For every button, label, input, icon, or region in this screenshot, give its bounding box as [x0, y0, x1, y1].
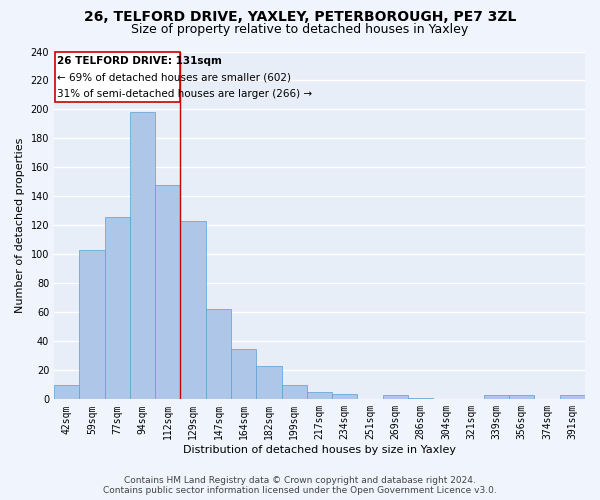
Bar	[104, 216, 130, 400]
Bar	[206, 310, 231, 400]
FancyBboxPatch shape	[55, 52, 181, 102]
Bar	[155, 185, 181, 400]
Bar	[307, 392, 332, 400]
Text: 31% of semi-detached houses are larger (266) →: 31% of semi-detached houses are larger (…	[57, 89, 312, 99]
Bar	[256, 366, 281, 400]
Bar	[54, 385, 79, 400]
Bar	[332, 394, 358, 400]
Bar	[408, 398, 433, 400]
Bar	[231, 348, 256, 400]
Bar	[509, 395, 535, 400]
Text: Size of property relative to detached houses in Yaxley: Size of property relative to detached ho…	[131, 22, 469, 36]
Bar	[281, 385, 307, 400]
Bar	[560, 395, 585, 400]
X-axis label: Distribution of detached houses by size in Yaxley: Distribution of detached houses by size …	[183, 445, 456, 455]
Bar	[484, 395, 509, 400]
Text: 26, TELFORD DRIVE, YAXLEY, PETERBOROUGH, PE7 3ZL: 26, TELFORD DRIVE, YAXLEY, PETERBOROUGH,…	[84, 10, 516, 24]
Bar	[383, 395, 408, 400]
Text: 26 TELFORD DRIVE: 131sqm: 26 TELFORD DRIVE: 131sqm	[57, 56, 222, 66]
Bar	[181, 221, 206, 400]
Bar	[79, 250, 104, 400]
Text: Contains HM Land Registry data © Crown copyright and database right 2024.
Contai: Contains HM Land Registry data © Crown c…	[103, 476, 497, 495]
Y-axis label: Number of detached properties: Number of detached properties	[15, 138, 25, 313]
Bar	[130, 112, 155, 400]
Text: ← 69% of detached houses are smaller (602): ← 69% of detached houses are smaller (60…	[57, 72, 291, 83]
